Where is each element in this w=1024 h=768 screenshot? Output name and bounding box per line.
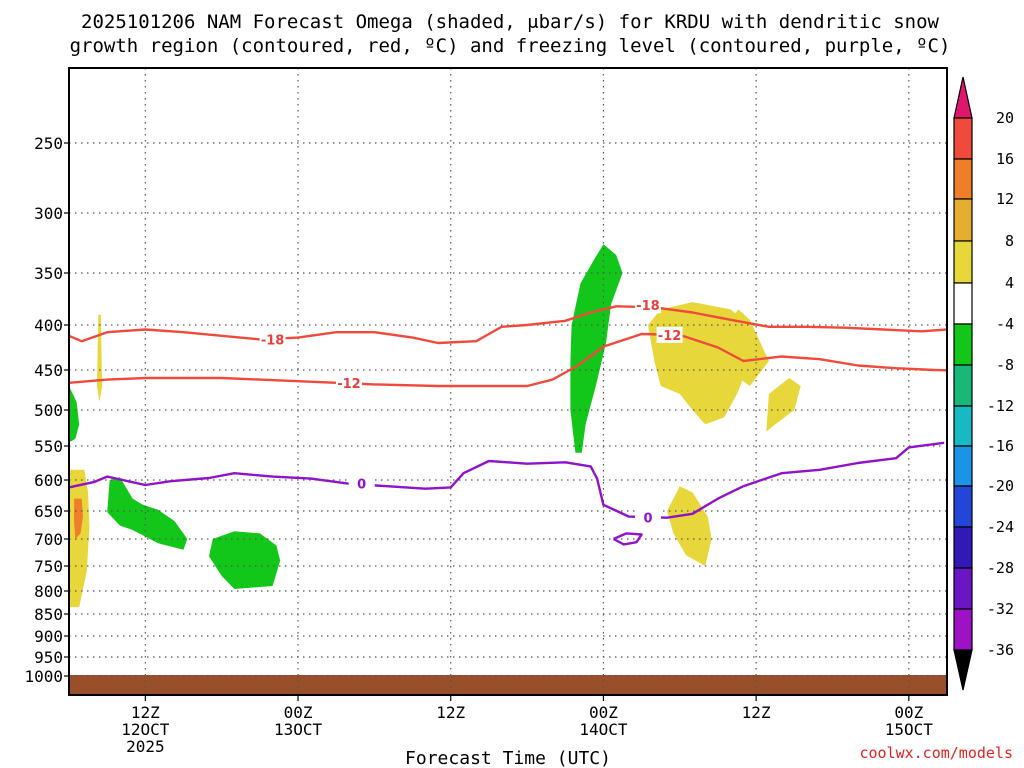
- x-tick-label: 12OCT: [121, 720, 170, 739]
- dendritic-contour-label-bg: [335, 374, 362, 391]
- x-tick-label: 14OCT: [579, 720, 628, 739]
- y-tick-label: 450: [34, 361, 63, 380]
- y-tick-label: 900: [34, 627, 63, 646]
- colorbar-level-label: -24: [987, 518, 1014, 536]
- x-tick-label: 12Z: [742, 703, 771, 722]
- y-tick-label: 350: [34, 264, 63, 283]
- freezing-contour-line-1: [613, 532, 643, 546]
- colorbar-swatch: [953, 567, 973, 610]
- dendritic-contour-label: -12: [658, 329, 682, 344]
- colorbar-level-label: 16: [996, 150, 1014, 168]
- contour-layer: -18-18-18-12-12-12000: [69, 297, 947, 546]
- colorbar-level-label: -16: [987, 437, 1014, 455]
- x-tick-label: 2025: [126, 737, 165, 756]
- omega-region-yellow-far-right: [766, 378, 801, 432]
- dendritic-contour-label-bg: [259, 331, 286, 348]
- omega-shading-layer: [69, 244, 801, 608]
- ground-surface: [69, 675, 947, 695]
- omega-region-green-14oct-column: [570, 244, 623, 453]
- omega-region-green-left-edge: [69, 386, 80, 443]
- colorbar-level-label: -12: [987, 397, 1014, 415]
- dendritic-contour-label: -12: [337, 377, 361, 392]
- freezing-contour-line-0: [69, 441, 947, 519]
- colorbar-level-label: -32: [987, 600, 1014, 618]
- y-tick-label: 300: [34, 204, 63, 223]
- colorbar-top-arrow: [953, 76, 973, 119]
- colorbar-level-label: 4: [1005, 274, 1014, 292]
- chart-title-line-1: 2025101206 NAM Forecast Omega (shaded, μ…: [81, 11, 939, 33]
- colorbar-level-label: -20: [987, 477, 1014, 495]
- colorbar-swatch: [953, 323, 973, 366]
- y-tick-label: 700: [34, 530, 63, 549]
- y-tick-label: 600: [34, 471, 63, 490]
- dendritic-contour-line-1: [69, 332, 947, 388]
- x-tick-label: 12Z: [131, 703, 160, 722]
- colorbar-swatch: [953, 364, 973, 407]
- dendritic-contour-label: -18: [636, 299, 660, 314]
- colorbar-swatch: [953, 526, 973, 569]
- dendritic-contour-label: -18: [261, 333, 285, 348]
- y-tick-label: 850: [34, 605, 63, 624]
- y-axis: 250 300 350 400 450 500 550 600 650 700 750 800 850 9…: [24, 134, 69, 686]
- colorbar-swatch: [953, 608, 973, 651]
- colorbar-level-label: 20: [996, 109, 1014, 127]
- freezing-contour-label-bg: [944, 434, 947, 451]
- omega-region-green-mid-blob: [209, 531, 281, 589]
- y-tick-label: 950: [34, 648, 63, 667]
- y-tick-label: 650: [34, 502, 63, 521]
- omega-region-orange-left-core: [74, 498, 83, 539]
- x-tick-label: 00Z: [284, 703, 313, 722]
- colorbar-swatch: [953, 282, 973, 325]
- x-tick-label: 15OCT: [885, 720, 934, 739]
- colorbar-level-label: -28: [987, 559, 1014, 577]
- colorbar-swatch: [953, 445, 973, 487]
- y-tick-label: 800: [34, 582, 63, 601]
- y-tick-label: 250: [34, 134, 63, 153]
- colorbar-bottom-arrow: [953, 649, 973, 691]
- y-tick-label: 750: [34, 557, 63, 576]
- freezing-contour-label-bg: [348, 475, 375, 492]
- plot-frame: [68, 67, 948, 696]
- y-tick-label: 550: [34, 437, 63, 456]
- grid-layer: [69, 68, 947, 695]
- freezing-contour-label: 0: [357, 478, 366, 493]
- colorbar-swatch: [953, 117, 973, 160]
- colorbar-level-label: 8: [1005, 232, 1014, 250]
- omega-region-green-left-blob: [107, 477, 188, 550]
- colorbar-level-label: 12: [996, 190, 1014, 208]
- freezing-contour-label: 0: [643, 512, 652, 527]
- x-tick-label: 00Z: [894, 703, 923, 722]
- x-tick-label: 13OCT: [274, 720, 323, 739]
- credit-link[interactable]: coolwx.com/models: [859, 744, 1013, 762]
- colorbar-level-label: -36: [987, 641, 1014, 659]
- chart-title-line-2: growth region (contoured, red, ºC) and f…: [70, 35, 951, 57]
- freezing-contour-label-bg: [634, 509, 661, 526]
- colorbar-level-label: -4: [996, 315, 1014, 333]
- colorbar-level-label: -8: [996, 356, 1014, 374]
- colorbar: 20 16 12 8 4 -4 -8 -12 -16 -20 -24 -28 -32 -36: [953, 76, 1014, 691]
- x-tick-label: 00Z: [589, 703, 618, 722]
- omega-region-yellow-left-column: [69, 469, 90, 608]
- omega-region-yellow-right-column: [730, 309, 769, 386]
- colorbar-swatch: [953, 198, 973, 242]
- omega-region-yellow-lower-blob: [667, 486, 712, 566]
- colorbar-swatch: [953, 158, 973, 200]
- colorbar-swatch: [953, 240, 973, 284]
- y-tick-label: 400: [34, 316, 63, 335]
- x-tick-label: 12Z: [436, 703, 465, 722]
- dendritic-contour-label-bg: [656, 326, 683, 343]
- colorbar-swatch: [953, 485, 973, 528]
- x-axis-label: Forecast Time (UTC): [405, 748, 611, 768]
- y-tick-label: 500: [34, 401, 63, 420]
- colorbar-swatch: [953, 405, 973, 447]
- dendritic-contour-label-bg: [634, 297, 661, 314]
- y-tick-label: 1000: [24, 667, 63, 686]
- omega-region-yellow-thin-strand: [97, 314, 103, 402]
- dendritic-contour-line-0: [69, 305, 947, 345]
